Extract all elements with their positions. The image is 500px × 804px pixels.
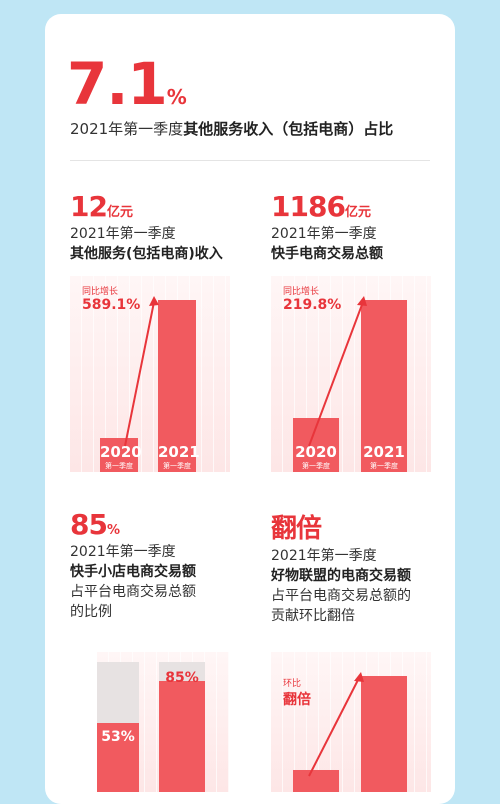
headline-caption: 2021年第一季度其他服务收入（包括电商）占比 — [70, 118, 393, 139]
chart-4-annotation-value: 翻倍 — [283, 692, 311, 708]
stat-2: 1186亿元 2021年第一季度 快手电商交易总额 — [271, 190, 383, 263]
stat-1: 12亿元 2021年第一季度 其他服务(包括电商)收入 — [70, 190, 223, 263]
headline-caption-prefix: 2021年第一季度 — [70, 120, 184, 138]
chart-1-annotation-caption: 同比增长 — [82, 287, 119, 297]
chart-2-panel: 同比增长 219.8% 2020 第一季度 2021 第一季度 — [271, 276, 431, 472]
chart-1-bar-2021-sub: 第一季度 — [163, 462, 191, 470]
infographic-card: 7.1% 2021年第一季度其他服务收入（包括电商）占比 12亿元 2021年第… — [45, 14, 455, 804]
stat-3-line1: 2021年第一季度 — [70, 544, 176, 560]
chart-3-panel: 53% 85% — [97, 652, 229, 792]
chart-3-bar-2-label: 85% — [165, 670, 199, 686]
chart-4-panel: 环比 翻倍 — [271, 652, 431, 792]
headline-value: 7.1 — [67, 50, 168, 118]
stat-2-unit: 亿元 — [344, 205, 371, 220]
stat-4-line4: 贡献环比翻倍 — [271, 608, 355, 624]
chart-4-annotation: 环比 翻倍 — [283, 676, 311, 709]
chart-2-annotation-caption: 同比增长 — [283, 287, 320, 297]
stat-4-line3: 占平台电商交易总额的 — [271, 588, 411, 604]
chart-3-bar-2 — [159, 681, 205, 792]
chart-4-bar-2 — [361, 676, 407, 792]
stat-3-line2: 快手小店电商交易额 — [70, 564, 196, 580]
chart-1-bar-2020-year: 2020 — [100, 443, 142, 461]
stat-2-value: 1186 — [271, 190, 346, 223]
stat-4-line2: 好物联盟的电商交易额 — [271, 568, 411, 584]
chart-2-annotation-value: 219.8% — [283, 297, 342, 313]
chart-2-bar-2020-year: 2020 — [295, 443, 337, 461]
chart-1-growth-arrow — [124, 296, 159, 447]
stat-3: 85% 2021年第一季度 快手小店电商交易额 占平台电商交易总额 的比例 — [70, 508, 196, 621]
chart-2-bar-2020-sub: 第一季度 — [302, 462, 330, 470]
stat-2-line1: 2021年第一季度 — [271, 226, 377, 242]
chart-4-growth-arrow — [308, 672, 364, 777]
stat-3-line3: 占平台电商交易总额 — [70, 584, 196, 600]
stat-3-line4: 的比例 — [70, 604, 112, 620]
stat-1-unit: 亿元 — [106, 205, 133, 220]
stat-2-line2: 快手电商交易总额 — [271, 246, 383, 262]
chart-2-bar-2020: 2020 第一季度 — [293, 418, 339, 472]
stat-1-line2: 其他服务(包括电商)收入 — [70, 246, 223, 262]
stat-4-value: 翻倍 — [271, 514, 322, 544]
stat-1-line1: 2021年第一季度 — [70, 226, 176, 242]
chart-2-bar-2021: 2021 第一季度 — [361, 300, 407, 472]
chart-2-annotation: 同比增长 219.8% — [283, 284, 341, 313]
headline-unit: % — [166, 85, 187, 109]
chart-2-bar-2021-year: 2021 — [363, 443, 405, 461]
chart-3-bar-1-label: 53% — [101, 729, 135, 745]
chart-2-bar-2021-sub: 第一季度 — [370, 462, 398, 470]
chart-3-bar-1: 53% — [97, 723, 139, 792]
chart-1-annotation: 同比增长 589.1% — [82, 284, 140, 313]
chart-1-annotation-value: 589.1% — [82, 297, 141, 313]
stat-4: 翻倍 2021年第一季度 好物联盟的电商交易额 占平台电商交易总额的 贡献环比翻… — [271, 508, 411, 625]
stat-3-value: 85 — [70, 508, 108, 541]
chart-1-bar-2021-year: 2021 — [158, 443, 200, 461]
stat-1-value: 12 — [70, 190, 108, 223]
chart-2-growth-arrow — [308, 296, 367, 447]
chart-1-panel: 同比增长 589.1% 2020 第一季度 2021 第一季度 — [70, 276, 230, 472]
chart-1-bar-2020: 2020 第一季度 — [100, 438, 142, 472]
headline-caption-bold: 其他服务收入（包括电商）占比 — [183, 120, 394, 138]
chart-1-bar-2021: 2021 第一季度 — [158, 300, 200, 472]
stat-3-unit: % — [106, 523, 120, 538]
divider — [70, 160, 430, 161]
chart-1-bar-2020-sub: 第一季度 — [105, 462, 133, 470]
headline-figure: 7.1% — [67, 54, 187, 114]
chart-4-annotation-caption: 环比 — [283, 679, 302, 689]
stat-4-line1: 2021年第一季度 — [271, 548, 377, 564]
